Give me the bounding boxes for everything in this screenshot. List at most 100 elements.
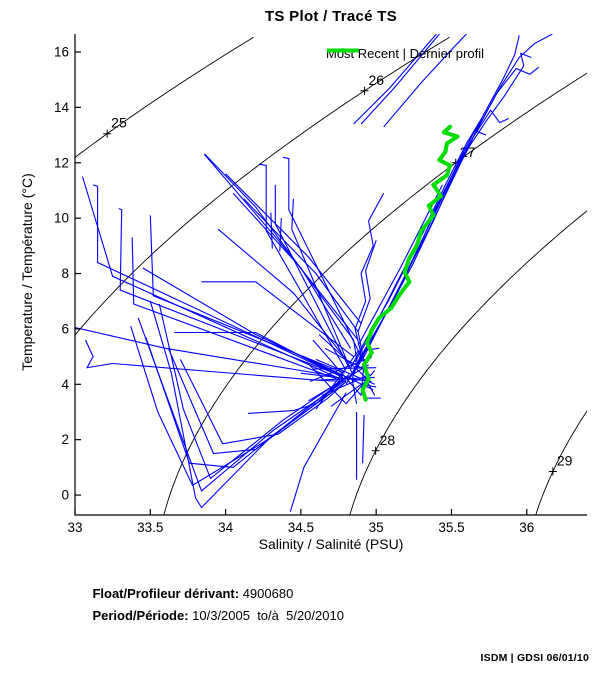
float-profile-line (318, 334, 376, 396)
float-profile-line (217, 228, 347, 360)
float-profile-line (345, 66, 540, 385)
most-recent-profile-point (360, 387, 365, 392)
x-tick-label: 36 (519, 520, 534, 535)
most-recent-profile-point (419, 228, 424, 233)
float-profile-line (204, 153, 359, 368)
float-profile-line (149, 215, 345, 374)
most-recent-profile-point (431, 182, 436, 187)
most-recent-profile-point (426, 203, 431, 208)
float-profile-line (118, 207, 342, 377)
float-profile-line (258, 163, 347, 371)
float-profile-line (315, 358, 375, 385)
x-tick-label: 35 (369, 520, 384, 535)
legend-line-swatch (327, 48, 359, 53)
float-profile-line (225, 173, 362, 324)
most-recent-profile-point (431, 213, 436, 218)
isopycnal-contours (75, 36, 587, 515)
float-profile-line (243, 198, 359, 333)
period-label: Period/Période: (92, 608, 189, 623)
contour-label-marker (548, 467, 557, 476)
float-profile-line (312, 339, 362, 396)
most-recent-profile-point (447, 124, 453, 129)
most-recent-profile-point (377, 315, 382, 320)
contour-label-marker (360, 86, 369, 95)
float-profile-line (179, 359, 347, 445)
most-recent-profile-point (447, 163, 453, 168)
y-tick-label: 2 (61, 432, 69, 447)
isopycnal-26 (75, 36, 450, 336)
float-profile-line (174, 331, 335, 374)
most-recent-profile-point (414, 243, 419, 248)
contour-label-text: 26 (368, 72, 384, 88)
float-profile-line (158, 303, 348, 480)
y-tick-label: 10 (54, 211, 69, 226)
float-profile-line (315, 350, 359, 410)
float-profile-line (92, 184, 344, 378)
axis-lines (74, 34, 587, 516)
period-value: 10/3/2005 to/à 5/20/2010 (188, 608, 344, 623)
y-tick-label: 0 (61, 488, 69, 503)
most-recent-profile-point (437, 157, 442, 163)
float-profile-line (81, 176, 341, 380)
float-profile-line (360, 34, 440, 125)
most-recent-profile-point (362, 362, 367, 367)
profile-lines (75, 34, 553, 512)
most-recent-profile-point (438, 193, 443, 199)
float-profile-line (362, 414, 365, 464)
axes: 33 33.5 34 34.5 35 35.5 36 0 2 4 6 8 10 12 14 16 (54, 34, 587, 535)
most-recent-profile-point (402, 270, 407, 275)
isopycnal-25 (75, 36, 254, 158)
float-profile-line (347, 52, 532, 382)
most-recent-profile-point (444, 173, 450, 178)
y-tick-label: 14 (54, 100, 70, 115)
legend: Most Recent | Dernier profil (326, 46, 484, 61)
isopycnal-27 (163, 72, 587, 515)
float-profile-line (300, 372, 372, 383)
float-profile-line (383, 34, 467, 128)
x-tick-label: 33.5 (137, 520, 163, 535)
most-recent-profile (360, 124, 460, 402)
most-recent-profile-point (407, 279, 412, 284)
y-tick-label: 8 (61, 266, 69, 281)
float-profile-line (145, 337, 350, 468)
x-tick-label: 34 (218, 520, 234, 535)
contour-label-text: 25 (111, 115, 127, 131)
float-profile-line (270, 212, 273, 249)
y-axis-label: Temperature / Température (°C) (19, 173, 35, 371)
most-recent-profile-point (369, 328, 374, 333)
contour-label-marker (103, 129, 112, 138)
float-profile-line (289, 392, 347, 512)
y-tick-label: 12 (54, 155, 69, 170)
isopycnal-29 (535, 410, 587, 515)
plot-title: TS Plot / Tracé TS (264, 8, 398, 25)
float-profile-line (291, 198, 353, 374)
y-tick-label: 4 (61, 377, 69, 392)
legend-label: Most Recent | Dernier profil (326, 46, 484, 61)
float-profile-line (279, 218, 282, 252)
x-tick-label: 33 (67, 520, 82, 535)
footer-float-line: Float/Profileur dérivant: 4900680 (78, 571, 293, 616)
most-recent-profile-point (455, 134, 460, 139)
float-profile-line (282, 156, 362, 357)
most-recent-profile-point (369, 350, 374, 355)
float-profile-line (75, 326, 335, 377)
float-profile-line (130, 325, 344, 487)
float-profile-line (248, 403, 317, 414)
x-axis-label: Salinity / Salinité (PSU) (258, 536, 404, 552)
contour-label-text: 28 (380, 432, 396, 448)
float-profile-line (354, 118, 487, 363)
float-id-value: 4900680 (239, 586, 294, 601)
most-recent-profile-point (407, 256, 412, 261)
contour-label-marker (371, 446, 380, 455)
float-profile-line (204, 154, 359, 341)
most-recent-profile-point (363, 397, 368, 402)
float-profile-line (357, 184, 443, 346)
agency-date-stamp: ISDM | GDSI 06/01/10 (480, 652, 589, 664)
most-recent-profile-point (396, 293, 401, 298)
contour-label-text: 29 (557, 453, 573, 469)
most-recent-profile-point (366, 376, 371, 381)
most-recent-profile-point (389, 306, 394, 311)
y-tick-label: 16 (54, 44, 69, 59)
